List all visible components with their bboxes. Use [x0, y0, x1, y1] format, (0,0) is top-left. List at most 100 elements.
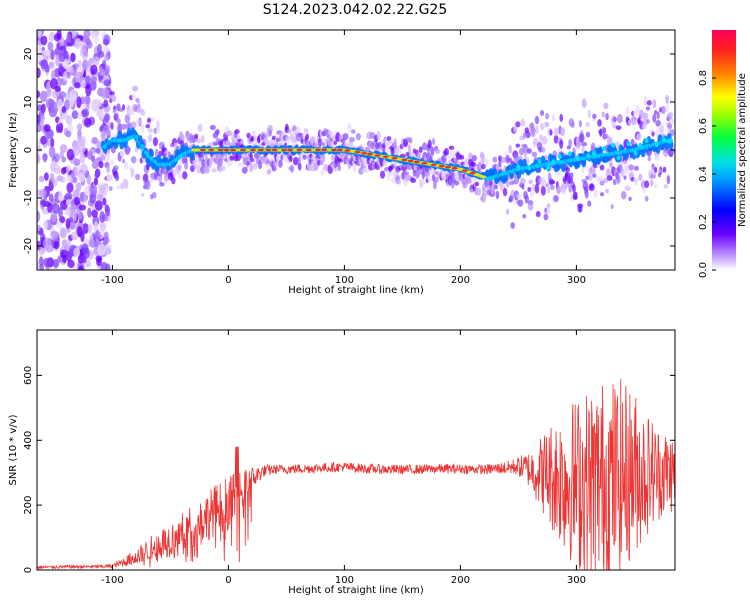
spectrogram-mark — [257, 148, 264, 152]
spectrogram-mark — [61, 105, 66, 114]
spectrogram-mark — [459, 154, 465, 160]
spectrogram-mark — [58, 52, 66, 63]
spectrogram-mark — [532, 137, 539, 146]
spectrogram-mark — [115, 118, 121, 124]
spectrogram-mark — [226, 130, 233, 137]
spectrogram-mark — [53, 241, 60, 250]
spectrogram-mark — [48, 31, 56, 42]
spectrogram-mark — [43, 257, 51, 268]
spectrogram-mark — [527, 186, 532, 192]
spectrogram-mark — [568, 138, 573, 148]
spectrogram-mark — [94, 200, 103, 211]
spectrogram-mark — [581, 98, 587, 108]
spectrogram-mark — [527, 165, 532, 171]
spectrogram-mark — [140, 124, 145, 134]
spectrogram-mark — [587, 171, 594, 181]
spectrogram-mark — [361, 152, 368, 155]
spectrogram-mark — [485, 158, 489, 166]
spectrogram-mark — [246, 132, 251, 139]
spectrogram-mark — [456, 152, 460, 161]
spectrogram-mark — [655, 120, 661, 127]
spectrogram-mark — [657, 169, 664, 174]
spectrogram-mark — [410, 177, 417, 183]
spectrogram-mark — [171, 177, 176, 185]
spectrogram-y-ticks: -20 -10 0 10 20 — [23, 48, 675, 254]
spectrogram-mark — [665, 94, 669, 105]
spectrogram-mark — [117, 130, 123, 140]
spectrogram-mark — [620, 168, 625, 178]
spectrogram-mark — [612, 116, 617, 123]
spectrogram-mark — [578, 119, 583, 128]
spectrogram-mark — [131, 121, 137, 129]
spectrogram-mark — [606, 136, 613, 147]
spectrogram-mark — [42, 49, 51, 57]
spectrogram-mark — [642, 112, 649, 120]
spectrogram-mark — [643, 95, 648, 106]
spectrogram-mark — [348, 136, 355, 143]
spectrogram-mark — [37, 114, 41, 126]
x-tick-label: 200 — [451, 575, 470, 586]
spectrogram-mark — [572, 191, 578, 200]
spectrogram-mark — [611, 142, 616, 148]
spectrogram-mark — [260, 156, 265, 164]
spectrogram-mark — [350, 129, 356, 134]
spectrogram-mark — [211, 168, 217, 173]
spectrogram-mark — [599, 180, 605, 186]
spectrogram-mark — [102, 197, 107, 206]
spectrogram-mark — [266, 159, 270, 164]
spectrogram-mark — [98, 160, 104, 169]
spectrogram-mark — [483, 163, 487, 169]
spectrogram-mark — [321, 137, 327, 143]
spectrogram-mark — [407, 159, 414, 163]
spectrogram-mark — [58, 63, 63, 73]
spectrogram-mark — [200, 135, 205, 144]
spectrogram-mark — [635, 109, 641, 117]
spectrogram-mark — [47, 41, 54, 51]
spectrogram-mark — [103, 99, 109, 108]
spectrogram-mark — [305, 133, 309, 141]
spectrogram-mark — [216, 128, 220, 136]
spectrogram-mark — [654, 142, 659, 148]
spectrogram-mark — [545, 121, 550, 127]
spectrogram-mark — [382, 155, 389, 159]
spectrogram-mark — [330, 154, 335, 161]
spectrogram-mark — [330, 148, 337, 152]
spectrogram-mark — [475, 187, 482, 196]
spectrogram-mark — [624, 185, 631, 192]
spectrogram-mark — [625, 106, 630, 115]
spectrogram-mark — [70, 52, 76, 63]
spectrogram-mark — [616, 155, 621, 161]
spectrogram-mark — [605, 188, 610, 194]
spectrogram-mark — [42, 219, 48, 230]
x-tick-label: 300 — [567, 275, 586, 286]
spectrogram-mark — [549, 129, 553, 136]
spectrogram-mark — [515, 121, 521, 128]
spectrogram-mark — [609, 162, 613, 169]
colorbar-tick-label: 0.8 — [698, 70, 709, 86]
spectrogram-mark — [78, 204, 87, 211]
spectrogram-mark — [492, 156, 498, 163]
spectrogram-x-label: Height of straight line (km) — [288, 285, 424, 296]
spectrogram-mark — [556, 169, 561, 176]
snr-series-line — [37, 378, 675, 570]
spectrogram-mark — [466, 179, 473, 184]
spectrogram-mark — [37, 224, 41, 232]
spectrogram-mark — [184, 160, 188, 171]
spectrogram-mark — [39, 263, 44, 270]
spectrogram-mark — [137, 118, 143, 126]
spectrogram-mark — [587, 109, 591, 119]
spectrogram-mark — [66, 174, 72, 182]
spectrogram-mark — [421, 170, 426, 180]
spectrogram-mark — [87, 207, 92, 218]
spectrogram-mark — [48, 61, 54, 69]
spectrogram-mark — [54, 47, 62, 56]
spectrogram-mark — [172, 168, 177, 178]
colorbar-label: Normalized spectral amplitude — [737, 73, 748, 227]
spectrogram-mark — [577, 203, 584, 209]
y-tick-label: -10 — [23, 190, 34, 206]
colorbar-gradient — [712, 30, 736, 270]
spectrogram-mark — [513, 154, 520, 163]
spectrogram-mark — [100, 261, 108, 270]
x-tick-label: 300 — [567, 575, 586, 586]
